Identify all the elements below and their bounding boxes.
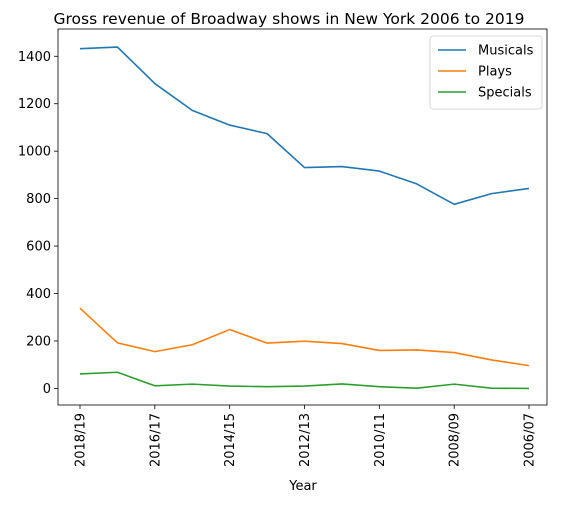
legend-label: Musicals <box>478 44 534 59</box>
y-tick-label: 200 <box>26 334 51 349</box>
x-tick-label: 2012/13 <box>298 413 313 467</box>
x-tick-label: 2018/19 <box>74 413 89 467</box>
y-axis: 0 200 400 600 800 1000 1200 1400 <box>18 50 58 397</box>
series-line-plays <box>79 307 530 367</box>
y-tick-label: 0 <box>43 382 51 397</box>
legend: Musicals Plays Specials <box>429 35 543 110</box>
legend-box <box>429 35 543 110</box>
chart-title: Gross revenue of Broadway shows in New Y… <box>54 10 525 28</box>
x-tick-label: 2016/17 <box>148 413 163 467</box>
x-axis-label: Year <box>288 479 317 494</box>
y-tick-label: 400 <box>26 287 51 302</box>
x-tick-label: 2008/09 <box>448 413 463 467</box>
x-tick-label: 2006/07 <box>523 413 538 467</box>
y-tick-label: 800 <box>26 192 51 207</box>
y-tick-label: 1400 <box>18 50 51 65</box>
series-line-specials <box>79 371 530 390</box>
x-tick-label: 2014/15 <box>223 413 238 467</box>
legend-label: Plays <box>478 65 512 80</box>
series-line-musicals <box>79 46 530 206</box>
plot-frame <box>57 28 548 406</box>
legend-label: Specials <box>478 86 532 101</box>
y-tick-label: 1200 <box>18 97 51 112</box>
x-axis: 2018/19 2016/17 2014/15 2012/13 2010/11 2008/… <box>74 405 538 467</box>
x-tick-label: 2010/11 <box>373 413 388 467</box>
series-lines <box>79 46 530 390</box>
y-tick-label: 1000 <box>18 145 51 160</box>
y-tick-label: 600 <box>26 240 51 255</box>
